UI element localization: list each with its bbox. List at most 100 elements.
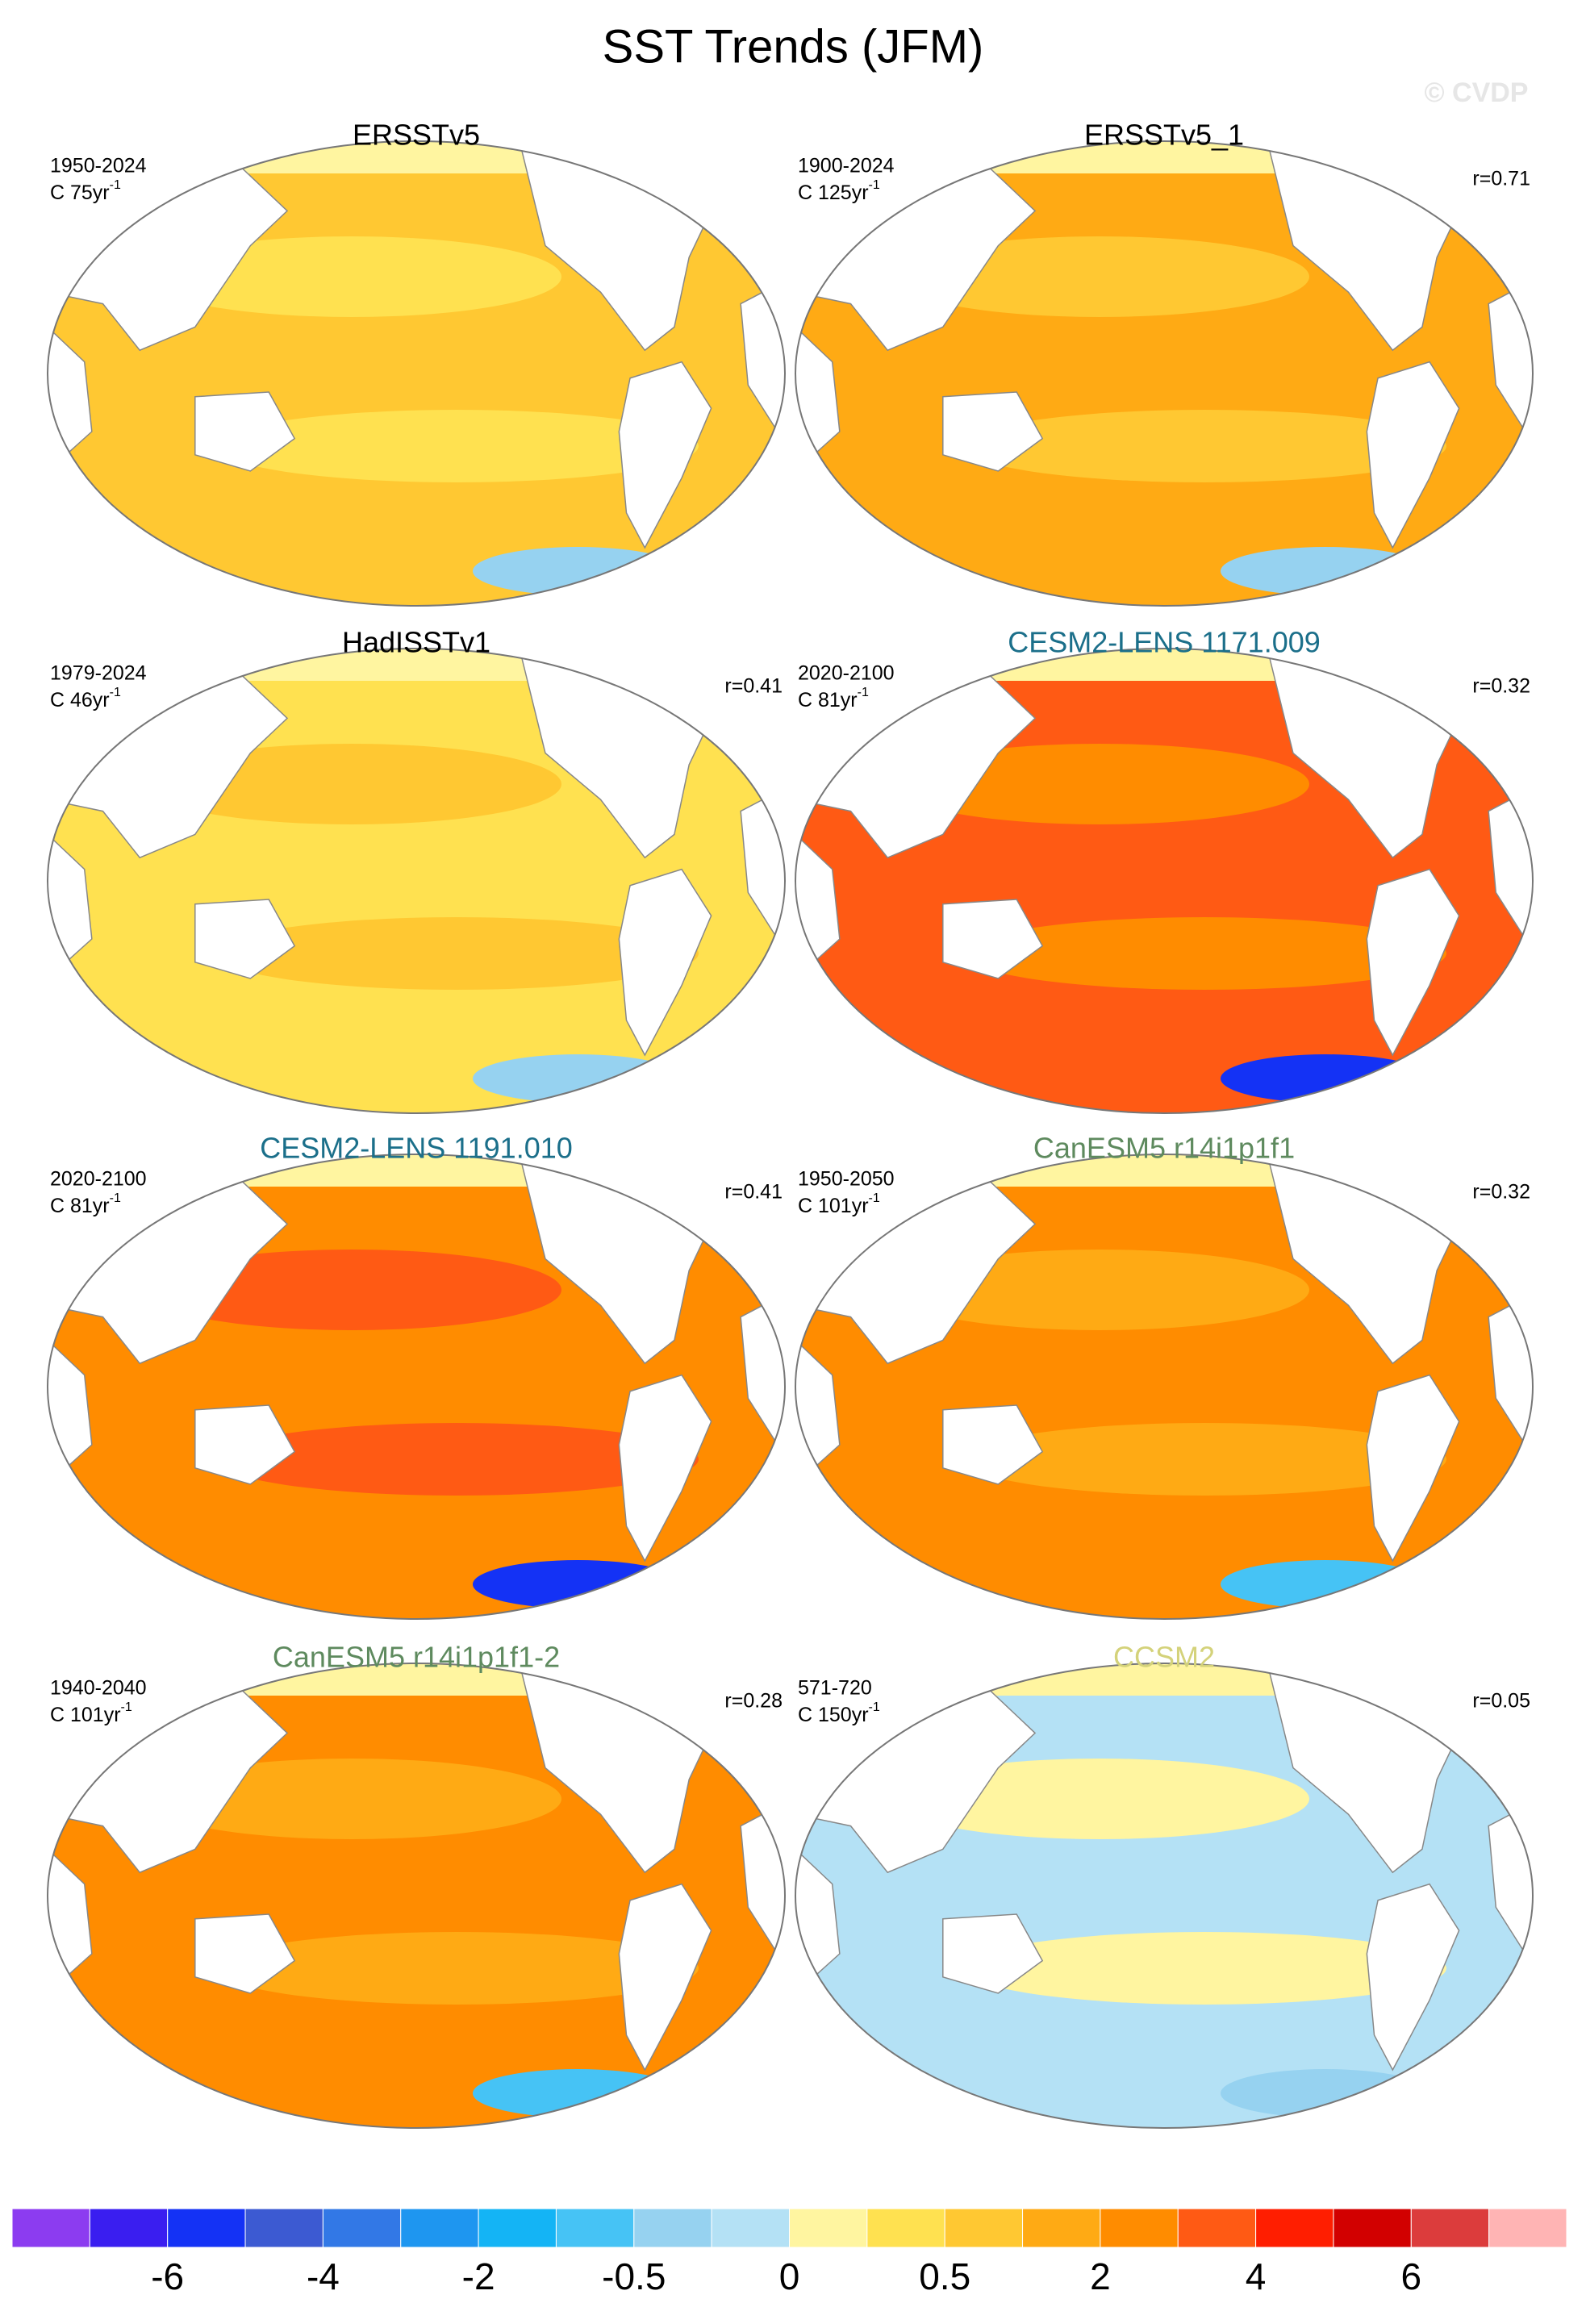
panel-title: CanESM5 r14i1p1f1 [1033, 1132, 1295, 1165]
field-patch [890, 1759, 1309, 1839]
colorbar-box [1488, 2208, 1567, 2248]
unit-label: C 81yr-1 [798, 686, 869, 711]
land [48, 832, 93, 963]
map-field [48, 1154, 785, 1619]
watermark: © CVDP [1425, 77, 1529, 108]
period-label: 1950-2024 [50, 155, 147, 177]
colorbar-box [89, 2208, 169, 2248]
unit-exponent: -1 [869, 1700, 880, 1714]
panel-title: ERSSTv5 [353, 119, 480, 152]
period-label: 1940-2040 [50, 1677, 147, 1700]
field-patch [890, 1250, 1309, 1330]
unit-text: C 101yr [798, 1195, 869, 1217]
field-patch [215, 1423, 699, 1496]
colorbar-tick-label: 6 [1401, 2255, 1422, 2297]
unit-exponent: -1 [110, 1191, 121, 1205]
map-border [795, 140, 1534, 607]
land [1366, 1883, 1460, 2072]
map-field [48, 1663, 785, 2128]
colorbar-box [866, 2208, 945, 2248]
unit-exponent: -1 [858, 686, 869, 699]
correlation-label: r=0.28 [724, 1690, 783, 1713]
land [942, 899, 1044, 979]
field-patch [473, 1054, 682, 1103]
field-patch [1221, 1560, 1430, 1608]
land [795, 832, 841, 963]
correlation-label: r=0.05 [1472, 1690, 1530, 1713]
land [795, 1847, 841, 1978]
land [942, 1404, 1044, 1485]
land [1366, 1374, 1460, 1563]
colorbar-box [1333, 2208, 1412, 2248]
panel-title: ERSSTv5_1 [1084, 119, 1244, 152]
unit-label: C 81yr-1 [50, 1191, 121, 1216]
map-border [47, 140, 786, 607]
period-label: 2020-2100 [50, 1168, 147, 1191]
land [1366, 868, 1460, 1057]
correlation-label: r=0.71 [1472, 168, 1530, 190]
land [618, 1374, 712, 1563]
field-patch [1221, 547, 1430, 595]
period-label: 1979-2024 [50, 662, 147, 685]
land [618, 1883, 712, 2072]
field-patch [1221, 2069, 1430, 2117]
colorbar-box [633, 2208, 712, 2248]
unit-text: C 150yr [798, 1704, 869, 1726]
colorbar-box [555, 2208, 635, 2248]
land [942, 391, 1044, 472]
land [194, 1913, 296, 1994]
field-patch [142, 1250, 561, 1330]
field-patch [1221, 1054, 1430, 1103]
colorbar-box [1100, 2208, 1179, 2248]
period-label: 1950-2050 [798, 1168, 895, 1191]
unit-text: C 125yr [798, 181, 869, 204]
panel-title: CESM2-LENS 1171.009 [1008, 626, 1321, 659]
colorbar-box [1022, 2208, 1101, 2248]
unit-exponent: -1 [110, 178, 121, 192]
land [48, 1847, 93, 1978]
panel-title: CanESM5 r14i1p1f1-2 [273, 1641, 560, 1674]
colorbar-box [322, 2208, 402, 2248]
land [1366, 361, 1460, 549]
unit-label: C 125yr-1 [798, 178, 880, 203]
colorbar-box [711, 2208, 791, 2248]
colorbar-tick-label: 2 [1090, 2255, 1111, 2297]
map-border [47, 1663, 786, 2129]
colorbar-box [400, 2208, 479, 2248]
unit-label: C 46yr-1 [50, 686, 121, 711]
map-border [47, 1154, 786, 1620]
map-field [795, 1663, 1533, 2128]
field-patch [962, 1932, 1446, 2005]
correlation-label: r=0.41 [724, 675, 783, 698]
correlation-label: r=0.32 [1472, 675, 1530, 698]
field-patch [890, 744, 1309, 824]
map-field [795, 1154, 1533, 1619]
correlation-label: r=0.41 [724, 1181, 783, 1204]
colorbar-box [944, 2208, 1024, 2248]
land [194, 391, 296, 472]
map-field [795, 141, 1533, 606]
land [795, 325, 841, 456]
unit-text: C 46yr [50, 689, 110, 711]
map-border [47, 648, 786, 1114]
colorbar-tick-label: -4 [307, 2255, 340, 2297]
field-patch [473, 547, 682, 595]
field-patch [142, 236, 561, 317]
unit-text: C 81yr [798, 689, 858, 711]
field-patch [142, 1759, 561, 1839]
unit-exponent: -1 [869, 1191, 880, 1205]
field-patch [215, 1932, 699, 2005]
land [795, 1338, 841, 1469]
unit-text: C 81yr [50, 1195, 110, 1217]
figure-title: SST Trends (JFM) [603, 20, 984, 73]
unit-label: C 75yr-1 [50, 178, 121, 203]
map-border [795, 1154, 1534, 1620]
